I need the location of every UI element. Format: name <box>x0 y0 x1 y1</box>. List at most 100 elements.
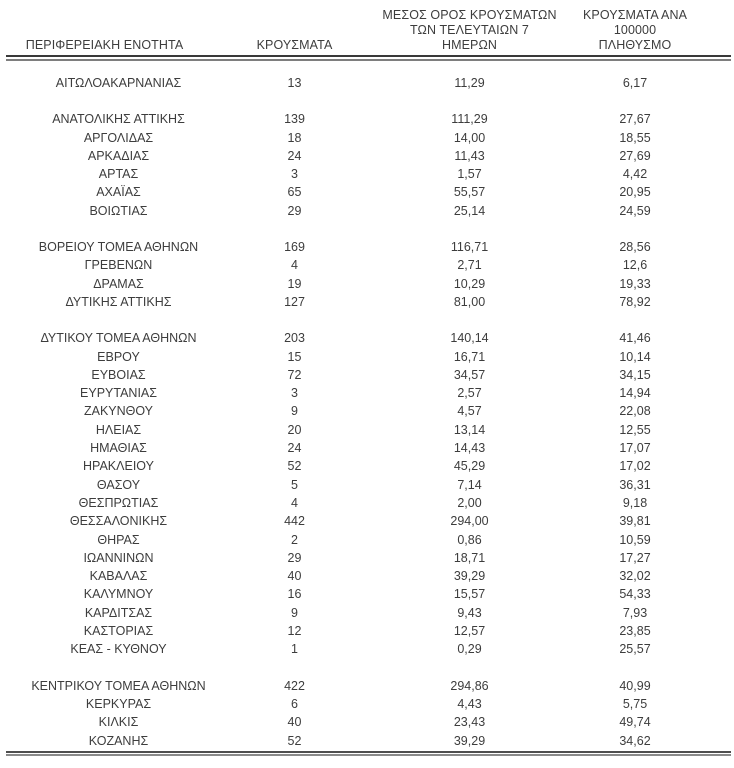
avg-7-days-cell: 81,00 <box>453 294 486 309</box>
table-bottom-rule <box>6 750 731 756</box>
per-100k-cell: 10,14 <box>619 349 651 364</box>
avg-7-days-cell: 39,29 <box>453 733 486 748</box>
table-row: ΚΑΛΥΜΝΟΥ 16 15,57 54,33 <box>6 585 731 603</box>
region-name-cell: ΕΥΡΥΤΑΝΙΑΣ <box>80 386 157 401</box>
per-100k-cell: 6,17 <box>622 76 648 90</box>
per-100k-cell: 34,15 <box>619 367 651 382</box>
cases-cell: 169 <box>284 240 305 255</box>
table-row: ΚΑΡΔΙΤΣΑΣ 9 9,43 7,93 <box>6 604 731 622</box>
table-group: ΑΝΑΤΟΛΙΚΗΣ ΑΤΤΙΚΗΣ 139 111,29 27,67 ΑΡΓΟΛΙΔΑ… <box>6 110 731 220</box>
per-100k-cell: 23,85 <box>619 624 651 639</box>
region-name-cell: ΗΡΑΚΛΕΙΟΥ <box>83 459 154 474</box>
per-100k-cell: 7,93 <box>622 605 648 620</box>
avg-7-days-cell: 0,29 <box>457 642 482 657</box>
per-100k-cell: 27,67 <box>619 112 651 127</box>
cases-table: ΠΕΡΙΦΕΡΕΙΑΚΗ ΕΝΟΤΗΤΑ ΚΡΟΥΣΜΑΤΑ ΜΕΣΟΣ ΟΡΟ… <box>6 0 731 756</box>
per-100k-cell: 41,46 <box>619 331 651 346</box>
per-100k-cell: 12,55 <box>619 422 651 437</box>
avg-7-days-cell: 23,43 <box>453 715 486 730</box>
table-row: ΑΡΓΟΛΙΔΑΣ 18 14,00 18,55 <box>6 129 731 147</box>
avg-7-days-cell: 39,29 <box>453 569 486 584</box>
per-100k-cell: 5,75 <box>622 696 648 711</box>
table-row: ΒΟΡΕΙΟΥ ΤΟΜΕΑ ΑΘΗΝΩΝ 169 116,71 28,56 <box>6 238 731 256</box>
table-row: ΚΕΝΤΡΙΚΟΥ ΤΟΜΕΑ ΑΘΗΝΩΝ 422 294,86 40,99 <box>6 677 731 695</box>
cases-cell: 29 <box>287 203 302 218</box>
table-row: ΘΕΣΠΡΩΤΙΑΣ 4 2,00 9,18 <box>6 494 731 512</box>
table-row: ΔΡΑΜΑΣ 19 10,29 19,33 <box>6 275 731 293</box>
region-name-cell: ΙΩΑΝΝΙΝΩΝ <box>83 550 154 565</box>
cases-cell: 18 <box>287 130 302 145</box>
table-row: ΔΥΤΙΚΗΣ ΑΤΤΙΚΗΣ 127 81,00 78,92 <box>6 293 731 311</box>
region-name-cell: ΗΜΑΘΙΑΣ <box>90 441 147 456</box>
avg-7-days-cell: 18,71 <box>453 550 486 565</box>
avg-7-days-cell: 1,57 <box>457 167 482 182</box>
table-row: ΘΕΣΣΑΛΟΝΙΚΗΣ 442 294,00 39,81 <box>6 512 731 530</box>
per-100k-cell: 54,33 <box>619 587 651 602</box>
region-name-cell: ΒΟΙΩΤΙΑΣ <box>89 203 148 218</box>
per-100k-cell: 27,69 <box>619 148 651 163</box>
avg-7-days-cell: 14,00 <box>453 130 486 145</box>
avg-7-days-cell: 10,29 <box>453 276 486 291</box>
per-100k-cell: 34,62 <box>619 733 651 748</box>
cases-cell: 139 <box>284 112 305 127</box>
avg-7-days-cell: 25,14 <box>453 203 486 218</box>
cases-cell: 20 <box>287 422 302 437</box>
table-row: ΕΥΒΟΙΑΣ 72 34,57 34,15 <box>6 366 731 384</box>
avg-7-days-cell: 7,14 <box>457 477 482 492</box>
avg-7-days-cell: 2,57 <box>457 386 482 401</box>
region-name-cell: ΒΟΡΕΙΟΥ ΤΟΜΕΑ ΑΘΗΝΩΝ <box>38 240 199 255</box>
region-name-cell: ΑΡΓΟΛΙΔΑΣ <box>83 130 154 145</box>
table-row: ΚΟΖΑΝΗΣ 52 39,29 34,62 <box>6 732 731 750</box>
per-100k-cell: 22,08 <box>619 404 651 419</box>
header-divider-rule <box>6 55 731 61</box>
per-100k-cell: 28,56 <box>619 240 651 255</box>
per-100k-cell: 24,59 <box>619 203 651 218</box>
region-name-cell: ΕΒΡΟΥ <box>97 349 140 364</box>
avg-7-days-cell: 12,57 <box>453 624 486 639</box>
table-row: ΑΝΑΤΟΛΙΚΗΣ ΑΤΤΙΚΗΣ 139 111,29 27,67 <box>6 110 731 128</box>
cases-cell: 3 <box>291 167 298 182</box>
table-row: ΑΧΑΪΑΣ 65 55,57 20,95 <box>6 183 731 201</box>
avg-7-days-cell: 16,71 <box>453 349 486 364</box>
table-row: ΑΡΚΑΔΙΑΣ 24 11,43 27,69 <box>6 147 731 165</box>
region-name-cell: ΚΙΛΚΙΣ <box>98 715 139 730</box>
per-100k-cell: 19,33 <box>619 276 651 291</box>
table-row: ΚΙΛΚΙΣ 40 23,43 49,74 <box>6 713 731 731</box>
avg-7-days-cell: 0,86 <box>457 532 482 547</box>
region-name-cell: ΑΙΤΩΛΟΑΚΑΡΝΑΝΙΑΣ <box>55 76 182 90</box>
per-100k-cell: 18,55 <box>619 130 651 145</box>
cases-cell: 52 <box>287 459 302 474</box>
cases-cell: 40 <box>287 569 302 584</box>
table-row: ΑΡΤΑΣ 3 1,57 4,42 <box>6 165 731 183</box>
region-name-cell: ΘΗΡΑΣ <box>97 532 140 547</box>
table-group: ΚΕΝΤΡΙΚΟΥ ΤΟΜΕΑ ΑΘΗΝΩΝ 422 294,86 40,99 ΚΕΡΚ… <box>6 677 731 750</box>
table-header-row: ΠΕΡΙΦΕΡΕΙΑΚΗ ΕΝΟΤΗΤΑ ΚΡΟΥΣΜΑΤΑ ΜΕΣΟΣ ΟΡΟ… <box>6 0 731 55</box>
region-name-cell: ΚΑΛΥΜΝΟΥ <box>83 587 154 602</box>
table-row: ΗΜΑΘΙΑΣ 24 14,43 17,07 <box>6 439 731 457</box>
avg-7-days-cell: 45,29 <box>453 459 486 474</box>
table-row: ΙΩΑΝΝΙΝΩΝ 29 18,71 17,27 <box>6 549 731 567</box>
table-row: ΚΕΑΣ - ΚΥΘΝΟΥ 1 0,29 25,57 <box>6 640 731 658</box>
cases-cell: 13 <box>287 76 302 90</box>
cases-cell: 442 <box>284 514 305 529</box>
table-group: ΑΙΤΩΛΟΑΚΑΡΝΑΝΙΑΣ 13 11,29 6,17 <box>6 74 731 92</box>
table-row: ΕΥΡΥΤΑΝΙΑΣ 3 2,57 14,94 <box>6 384 731 402</box>
per-100k-cell: 39,81 <box>619 514 651 529</box>
cases-cell: 19 <box>287 276 302 291</box>
cases-cell: 3 <box>291 386 298 401</box>
per-100k-cell: 78,92 <box>619 294 651 309</box>
table-row: ΗΛΕΙΑΣ 20 13,14 12,55 <box>6 421 731 439</box>
table-row: ΓΡΕΒΕΝΩΝ 4 2,71 12,6 <box>6 256 731 274</box>
table-row: ΒΟΙΩΤΙΑΣ 29 25,14 24,59 <box>6 202 731 220</box>
per-100k-cell: 49,74 <box>619 715 651 730</box>
cases-cell: 6 <box>291 696 298 711</box>
cases-cell: 1 <box>291 642 298 657</box>
region-name-cell: ΘΕΣΠΡΩΤΙΑΣ <box>78 495 159 510</box>
region-name-cell: ΚΑΣΤΟΡΙΑΣ <box>83 624 154 639</box>
cases-cell: 9 <box>291 404 298 419</box>
cases-cell: 16 <box>287 587 302 602</box>
table-row: ΖΑΚΥΝΘΟΥ 9 4,57 22,08 <box>6 402 731 420</box>
region-name-cell: ΚΟΖΑΝΗΣ <box>88 733 149 748</box>
cases-cell: 65 <box>287 185 302 200</box>
